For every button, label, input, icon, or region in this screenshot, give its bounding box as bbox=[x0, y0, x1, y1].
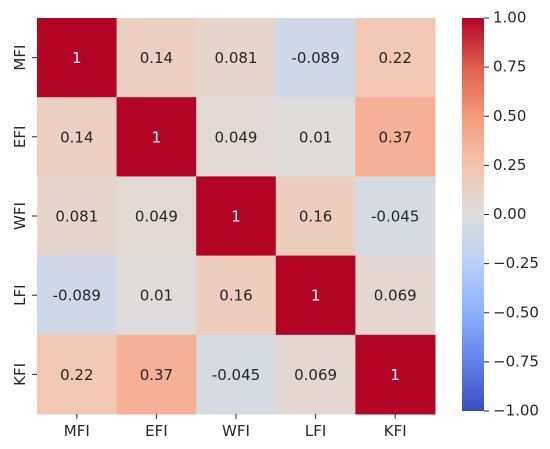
colorbar-tick-label: 0.75 bbox=[493, 58, 526, 76]
x-axis-ticks: MFI EFI WFI LFI KFI bbox=[64, 414, 407, 440]
x-tick-label: MFI bbox=[64, 422, 90, 440]
heatmap-cell bbox=[355, 334, 436, 415]
y-tick-label: KFI bbox=[11, 363, 29, 386]
heatmap-cell bbox=[196, 97, 277, 177]
heatmap-cell bbox=[275, 18, 356, 98]
colorbar-tick-label: −1.00 bbox=[493, 402, 539, 420]
cell-value-label: 1 bbox=[231, 208, 241, 226]
cell-value-label: 1 bbox=[152, 128, 162, 146]
colorbar-gradient bbox=[462, 18, 484, 411]
cell-value-label: -0.089 bbox=[53, 287, 101, 305]
colorbar: 1.00 0.75 0.50 0.25 0.00 −0.25 −0.50 −0.75 −1.00 bbox=[462, 9, 539, 420]
heatmap-cell bbox=[116, 176, 197, 257]
y-axis-ticks: MFI EFI WFI LFI KFI bbox=[11, 45, 37, 386]
heatmap-cells bbox=[37, 18, 436, 415]
heatmap-cell bbox=[37, 18, 118, 98]
heatmap-cell bbox=[37, 334, 118, 415]
heatmap-cell bbox=[275, 97, 356, 177]
colorbar-tick-label: −0.75 bbox=[493, 352, 539, 370]
heatmap-cell bbox=[196, 18, 277, 98]
heatmap-cell bbox=[196, 255, 277, 336]
heatmap-cell bbox=[37, 176, 118, 257]
cell-value-label: 0.01 bbox=[299, 128, 332, 146]
y-tick-label: WFI bbox=[11, 202, 29, 230]
heatmap-cell bbox=[37, 97, 118, 177]
cell-value-label: 0.069 bbox=[374, 287, 417, 305]
x-tick-label: LFI bbox=[305, 422, 326, 440]
cell-value-label: 1 bbox=[72, 49, 82, 67]
heatmap-cell bbox=[37, 255, 118, 336]
cell-value-label: 0.081 bbox=[215, 49, 258, 67]
heatmap-cell bbox=[116, 334, 197, 415]
colorbar-tick-label: 0.25 bbox=[493, 156, 526, 174]
cell-value-label: -0.045 bbox=[212, 366, 260, 384]
heatmap-cell bbox=[196, 334, 277, 415]
colorbar-tick-label: 0.50 bbox=[493, 107, 526, 125]
cell-value-label: 0.049 bbox=[215, 128, 258, 146]
x-tick-label: EFI bbox=[145, 422, 168, 440]
colorbar-tick-label: −0.25 bbox=[493, 254, 539, 272]
cell-value-label: 0.14 bbox=[60, 128, 93, 146]
x-tick-label: KFI bbox=[384, 422, 407, 440]
cell-value-label: 0.01 bbox=[140, 287, 173, 305]
heatmap-cell bbox=[275, 334, 356, 415]
colorbar-tick-label: 0.00 bbox=[493, 205, 526, 223]
cell-value-label: 0.22 bbox=[378, 49, 411, 67]
cell-value-label: 0.14 bbox=[140, 49, 173, 67]
cell-value-label: 0.069 bbox=[294, 366, 337, 384]
heatmap-cell bbox=[116, 97, 197, 177]
cell-value-label: 1 bbox=[390, 366, 400, 384]
heatmap-cell bbox=[116, 255, 197, 336]
colorbar-tick-label: 1.00 bbox=[493, 9, 526, 27]
heatmap-cell-labels: 1 0.14 0.081 -0.089 0.22 0.14 1 0.049 0.01 0.37 0.… bbox=[53, 49, 420, 384]
cell-value-label: -0.045 bbox=[371, 208, 419, 226]
heatmap-cell bbox=[275, 176, 356, 257]
heatmap-cell bbox=[355, 255, 436, 336]
cell-value-label: 0.081 bbox=[55, 208, 98, 226]
heatmap-cell bbox=[355, 97, 436, 177]
heatmap-cell bbox=[355, 18, 436, 98]
heatmap-cell bbox=[196, 176, 277, 257]
cell-value-label: 0.37 bbox=[140, 366, 173, 384]
cell-value-label: 0.37 bbox=[378, 128, 411, 146]
cell-value-label: 1 bbox=[311, 287, 321, 305]
cell-value-label: 0.049 bbox=[135, 208, 178, 226]
colorbar-tick-label: −0.50 bbox=[493, 303, 539, 321]
cell-value-label: 0.16 bbox=[299, 208, 332, 226]
cell-value-label: 0.22 bbox=[60, 366, 93, 384]
x-tick-label: WFI bbox=[222, 422, 250, 440]
cell-value-label: -0.089 bbox=[291, 49, 339, 67]
y-tick-label: MFI bbox=[11, 45, 29, 71]
y-tick-label: EFI bbox=[11, 126, 29, 149]
heatmap-cell bbox=[116, 18, 197, 98]
heatmap-cell bbox=[275, 255, 356, 336]
heatmap-cell bbox=[355, 176, 436, 257]
cell-value-label: 0.16 bbox=[219, 287, 252, 305]
y-tick-label: LFI bbox=[11, 284, 29, 305]
